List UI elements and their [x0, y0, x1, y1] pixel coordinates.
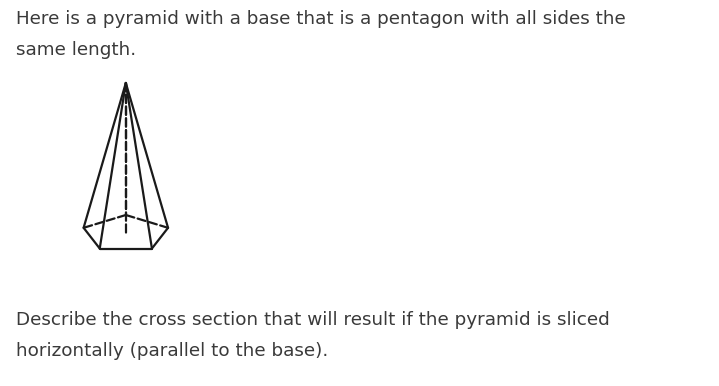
Text: horizontally (parallel to the base).: horizontally (parallel to the base). [16, 342, 328, 360]
Text: same length.: same length. [16, 41, 136, 59]
Text: Here is a pyramid with a base that is a pentagon with all sides the: Here is a pyramid with a base that is a … [16, 10, 626, 28]
Text: Describe the cross section that will result if the pyramid is sliced: Describe the cross section that will res… [16, 311, 610, 329]
